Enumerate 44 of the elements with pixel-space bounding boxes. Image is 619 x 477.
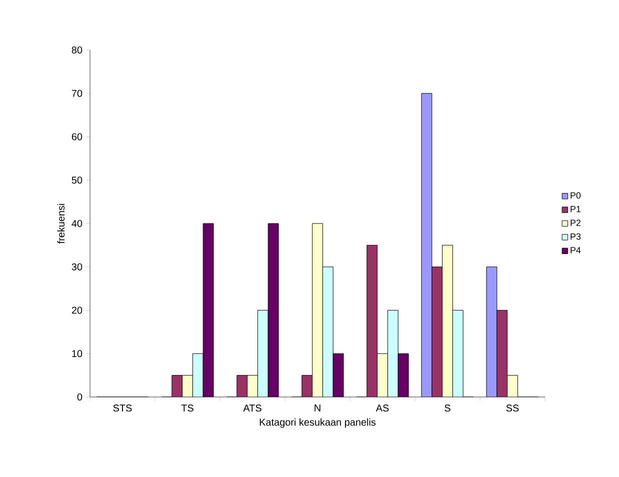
y-tick-label: 30: [72, 263, 82, 270]
y-tick-label: 60: [72, 133, 82, 140]
x-tick-label: TS: [181, 404, 194, 412]
x-tick-label: ATS: [243, 404, 262, 412]
bar: [507, 375, 518, 397]
x-tick-label: SS: [506, 404, 519, 412]
y-tick-label: 40: [72, 220, 82, 228]
bar: [302, 375, 312, 397]
bar: [182, 375, 193, 397]
bar: [268, 224, 278, 397]
bar: [442, 245, 453, 397]
x-tick-label: STS: [113, 404, 132, 412]
bar: [236, 375, 248, 397]
bar: [258, 310, 268, 397]
y-tick-label: 0: [77, 393, 82, 401]
bar: [496, 310, 508, 397]
bar: [422, 93, 432, 397]
bar: [388, 310, 398, 397]
bar: [486, 266, 498, 397]
legend-label: P1: [570, 206, 581, 212]
bar: [247, 375, 258, 397]
bar: [312, 224, 323, 397]
y-tick-label: 80: [72, 46, 82, 54]
y-tick-label: 20: [72, 306, 82, 314]
y-tick-label: 50: [72, 176, 82, 184]
legend-label: P3: [570, 233, 581, 240]
bar: [322, 266, 334, 397]
bar: [203, 224, 214, 397]
y-tick-label: 10: [72, 350, 82, 358]
bar: [377, 354, 388, 397]
y-tick-label: 70: [72, 90, 82, 97]
bar: [432, 266, 442, 397]
bar: [172, 375, 182, 397]
bar: [192, 354, 204, 397]
legend-label: P4: [570, 247, 581, 254]
legend-label: P0: [570, 192, 581, 199]
y-axis-title: frekuensi: [57, 204, 65, 244]
bar: [452, 310, 464, 397]
x-tick-label: N: [314, 404, 320, 412]
x-tick-label: S: [444, 404, 450, 412]
x-axis-title: Katagori kesukaan panelis: [260, 418, 376, 428]
legend-label: P2: [570, 220, 581, 226]
bar: [366, 245, 378, 397]
x-tick-label: AS: [376, 404, 389, 412]
